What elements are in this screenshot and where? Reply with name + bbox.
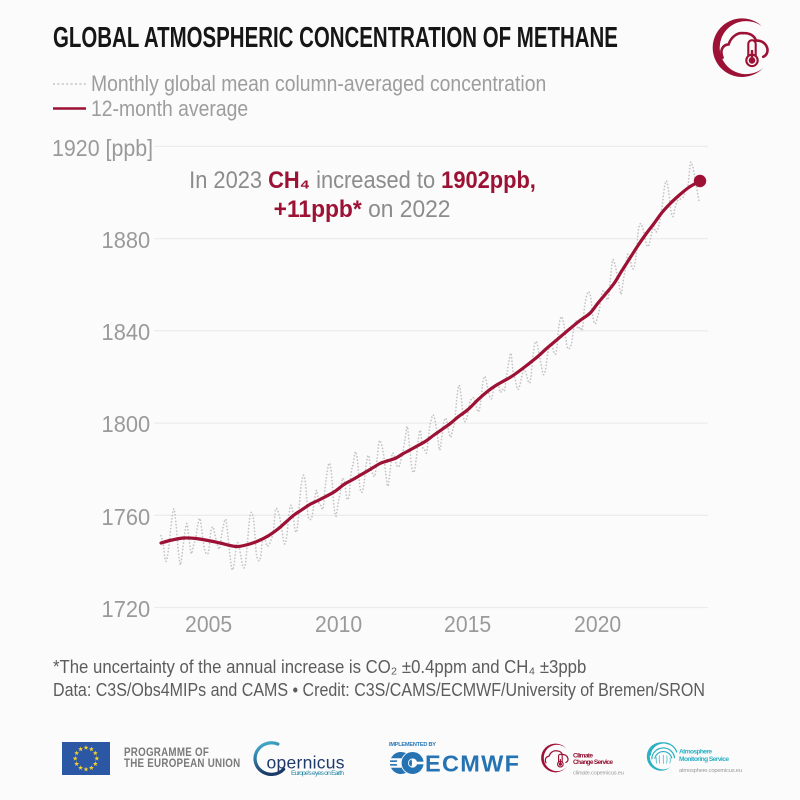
svg-text:IMPLEMENTED BY: IMPLEMENTED BY (389, 742, 436, 748)
svg-text:climate.copernicus.eu: climate.copernicus.eu (573, 771, 624, 777)
svg-text:atmosphere.copernicus.eu: atmosphere.copernicus.eu (679, 768, 742, 774)
svg-text:opernicus: opernicus (267, 753, 345, 773)
svg-text:Monitoring Service: Monitoring Service (679, 756, 729, 763)
svg-text:Climate: Climate (573, 753, 593, 760)
svg-text:ECMWF: ECMWF (425, 751, 519, 777)
svg-text:Europe's eyes on Earth: Europe's eyes on Earth (291, 770, 344, 777)
svg-text:Change Service: Change Service (573, 759, 613, 766)
svg-text:Atmosphere: Atmosphere (679, 749, 712, 756)
